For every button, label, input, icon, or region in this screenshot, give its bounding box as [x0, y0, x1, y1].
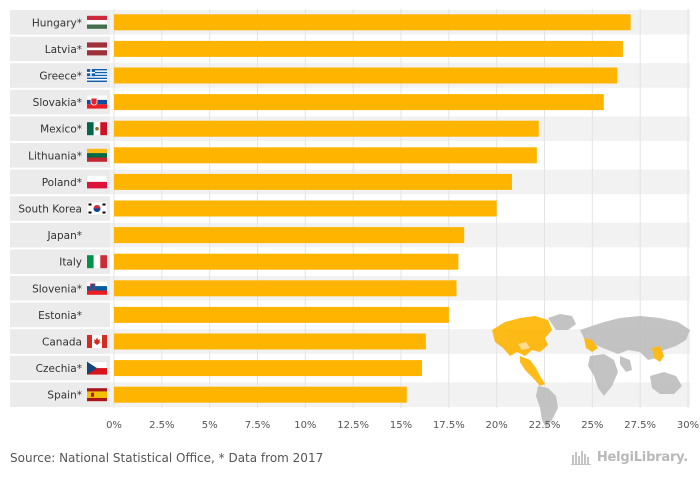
bar[interactable]	[114, 147, 537, 164]
bar[interactable]	[114, 333, 426, 350]
category-label: Slovakia*	[33, 97, 82, 109]
category-label: Latvia*	[45, 44, 82, 56]
category-label: South Korea	[18, 204, 82, 216]
bar[interactable]	[114, 306, 449, 323]
x-tick-label: 10%	[294, 420, 316, 431]
bar[interactable]	[114, 200, 497, 217]
x-tick-label: 27.5%	[624, 420, 656, 431]
label-cell	[10, 222, 110, 248]
bar[interactable]	[114, 173, 512, 190]
bar[interactable]	[114, 386, 407, 403]
x-tick-label: 22.5%	[529, 420, 561, 431]
category-label: Japan*	[46, 230, 82, 242]
bars	[114, 14, 631, 403]
category-label: Lithuania*	[28, 150, 82, 162]
hungary-flag	[87, 15, 107, 29]
category-label: Hungary*	[32, 17, 82, 29]
czechia-flag	[86, 361, 108, 375]
category-label: Italy	[59, 257, 82, 269]
x-tick-label: 17.5%	[433, 420, 465, 431]
bar-chart: Hungary* Latvia* Greece* Slovakia* Mexico* Li…	[10, 9, 699, 431]
bar[interactable]	[114, 94, 604, 111]
category-label: Poland*	[42, 177, 82, 189]
label-cell	[10, 302, 110, 328]
latvia-flag	[87, 42, 107, 56]
lithuania-flag	[87, 148, 107, 162]
brand-logo[interactable]: HelgiLibrary.	[570, 449, 688, 465]
south-korea-flag	[86, 201, 108, 216]
x-tick-label: 20%	[486, 420, 508, 431]
x-tick-label: 7.5%	[245, 420, 270, 431]
category-label: Mexico*	[40, 124, 82, 136]
greece-flag	[87, 69, 107, 82]
bar[interactable]	[114, 40, 623, 57]
brand-name: HelgiLibrary.	[596, 449, 688, 465]
category-label: Spain*	[47, 390, 82, 402]
slovenia-flag	[87, 281, 107, 295]
bar[interactable]	[114, 253, 459, 270]
bar[interactable]	[114, 227, 465, 244]
mexico-flag	[87, 122, 107, 136]
spain-flag	[87, 388, 107, 402]
category-labels: Hungary* Latvia* Greece* Slovakia* Mexico* Li…	[18, 17, 82, 401]
flags	[86, 15, 108, 402]
italy-flag	[87, 255, 107, 269]
category-label: Greece*	[39, 71, 82, 83]
bar[interactable]	[114, 14, 631, 31]
library-icon	[570, 451, 591, 465]
category-label: Slovenia*	[32, 283, 82, 295]
category-label: Canada	[42, 337, 82, 349]
bar[interactable]	[114, 360, 423, 377]
canada-flag	[87, 335, 107, 348]
world-map-decoration	[492, 314, 690, 428]
x-tick-label: 30%	[677, 420, 699, 431]
source-note: Source: National Statistical Office, * D…	[10, 451, 324, 465]
x-tick-label: 15%	[390, 420, 412, 431]
bar[interactable]	[114, 120, 539, 137]
tick-labels: 0% 2.5% 5% 7.5% 10% 12.5% 15% 17.5% 20% 22.5% 25% 2…	[106, 420, 699, 431]
bar[interactable]	[114, 280, 457, 297]
x-tick-label: 12.5%	[337, 420, 369, 431]
slovakia-flag	[87, 95, 107, 109]
category-label: Czechia*	[36, 363, 82, 375]
x-tick-label: 5%	[202, 420, 218, 431]
bar[interactable]	[114, 67, 618, 84]
x-tick-label: 0%	[106, 420, 122, 431]
x-tick-label: 25%	[581, 420, 603, 431]
category-label: Estonia*	[38, 310, 82, 322]
x-tick-label: 2.5%	[149, 420, 174, 431]
poland-flag	[86, 175, 108, 189]
